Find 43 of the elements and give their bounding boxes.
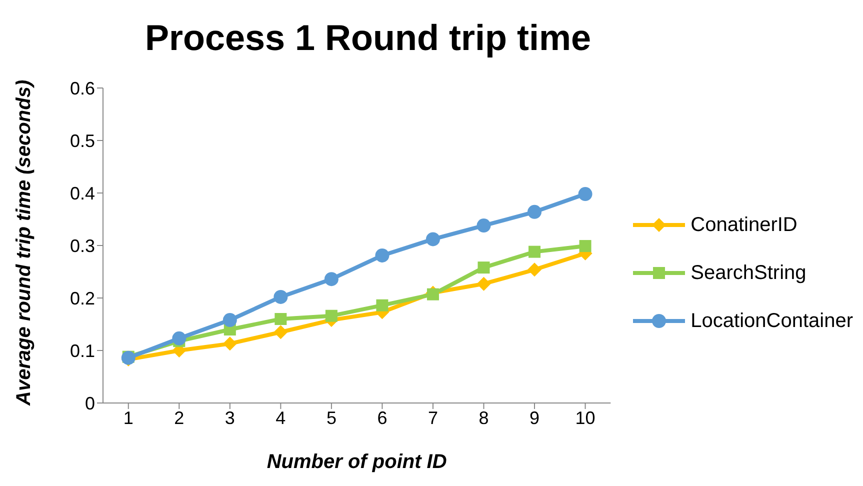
point bbox=[274, 290, 288, 304]
x-tick-label: 9 bbox=[530, 408, 540, 428]
x-tick-label: 10 bbox=[575, 408, 596, 428]
point bbox=[222, 313, 237, 328]
point bbox=[528, 262, 542, 277]
legend-label: ConatinerID bbox=[690, 213, 798, 238]
y-axis-title: Average round trip time (seconds) bbox=[13, 80, 36, 406]
y-tick-label: 0.6 bbox=[70, 78, 95, 98]
point bbox=[375, 248, 390, 262]
chart-title: Process 1 Round trip time bbox=[144, 16, 592, 60]
point bbox=[426, 232, 440, 246]
point bbox=[274, 313, 287, 325]
point bbox=[579, 240, 592, 252]
point bbox=[476, 276, 491, 291]
x-axis-title: Number of point ID bbox=[266, 451, 447, 473]
point bbox=[528, 246, 541, 258]
x-tick-label: 2 bbox=[174, 408, 184, 428]
x-tick-label: 4 bbox=[276, 408, 286, 428]
y-tick-label: 0.3 bbox=[70, 236, 95, 256]
point bbox=[426, 288, 439, 300]
legend-label: LocationContainer bbox=[690, 309, 853, 334]
y-tick-label: 0 bbox=[84, 393, 95, 414]
y-tick-label: 0.2 bbox=[70, 288, 95, 308]
x-tick-label: 6 bbox=[377, 408, 388, 428]
legend-label: SearchString bbox=[690, 261, 806, 286]
point bbox=[222, 336, 237, 351]
point bbox=[172, 331, 186, 346]
point bbox=[478, 262, 490, 274]
point bbox=[528, 204, 542, 219]
y-tick-label: 0.4 bbox=[70, 183, 95, 204]
y-tick-label: 0.1 bbox=[70, 340, 95, 361]
point bbox=[325, 310, 338, 322]
point bbox=[476, 218, 491, 233]
y-tick-label: 0.5 bbox=[70, 130, 95, 151]
point bbox=[376, 299, 388, 312]
point bbox=[274, 325, 288, 340]
point bbox=[324, 272, 338, 286]
x-tick-label: 7 bbox=[428, 408, 438, 428]
x-tick-label: 5 bbox=[326, 408, 336, 428]
x-tick-label: 8 bbox=[478, 408, 489, 428]
point bbox=[578, 187, 592, 202]
x-tick-label: 1 bbox=[123, 408, 134, 428]
x-tick-label: 3 bbox=[224, 408, 235, 428]
